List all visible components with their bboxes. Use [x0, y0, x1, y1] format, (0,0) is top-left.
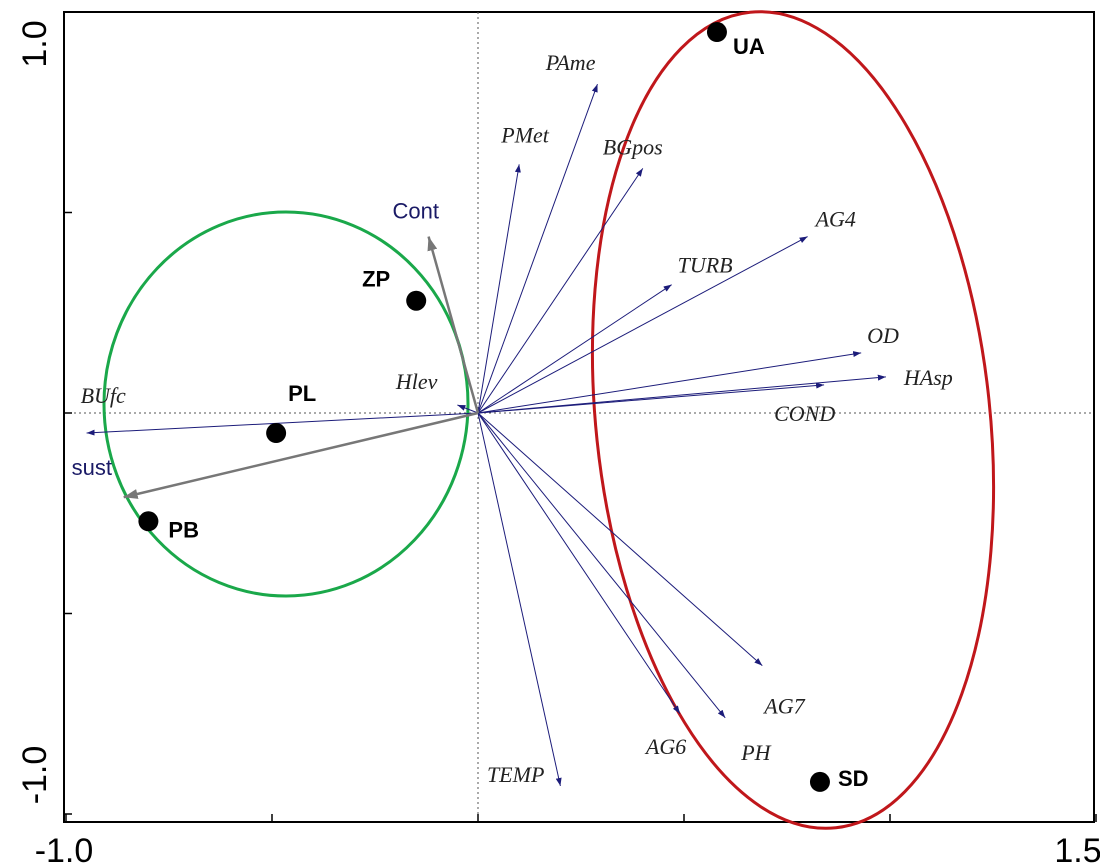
plot-frame [63, 11, 1095, 823]
env-vector-cond [477, 382, 825, 414]
env-vector-label-pmet: PMet [500, 122, 550, 147]
env-vector-pmet [477, 164, 521, 414]
env-vector-label-turb: TURB [678, 253, 733, 278]
env-vector-label-temp: TEMP [487, 762, 544, 787]
group-ellipse-green [102, 210, 470, 598]
site-points: UA ZP PL PB SD [138, 22, 869, 792]
env-vector-turb [477, 284, 672, 414]
env-vector-ph [477, 412, 726, 719]
env-vector-pame [477, 84, 598, 414]
env-vector-ag6 [477, 412, 681, 715]
env-vector-label-ag6: AG6 [644, 734, 686, 759]
env-vector-temp [477, 412, 562, 787]
group-ellipses [102, 10, 996, 830]
site-point-zp [406, 290, 427, 311]
env-vector-label-od: OD [867, 323, 899, 348]
env-vector-ag7 [477, 412, 763, 667]
y-axis-max-label: 1.0 [16, 20, 54, 67]
site-point-sd [809, 771, 830, 792]
site-label-ua: UA [733, 34, 765, 59]
env-vector-bgpos [477, 168, 644, 414]
supp-vector-label-cont: Cont [393, 199, 439, 224]
env-vector-label-hlev: Hlev [395, 369, 438, 394]
env-vector-bufc [86, 412, 479, 436]
site-label-pl: PL [288, 381, 316, 406]
env-vector-label-ag7: AG7 [762, 694, 805, 719]
supp-vector-cont [427, 236, 480, 414]
group-ellipse-red [590, 10, 996, 830]
supplementary-vectors: Cont sust [72, 199, 480, 499]
site-point-pl [266, 423, 287, 444]
x-axis-max-label: 1.5 [1054, 832, 1100, 867]
env-vector-label-ag4: AG4 [814, 207, 856, 232]
site-point-pb [138, 511, 159, 532]
env-vector-label-ph: PH [740, 740, 771, 765]
site-label-zp: ZP [362, 267, 390, 292]
site-label-sd: SD [838, 766, 869, 791]
env-vector-ag4 [477, 236, 808, 414]
supp-vector-label-sust: sust [72, 455, 112, 480]
env-vector-label-bufc: BUfc [81, 383, 126, 408]
y-axis-min-label: -1.0 [16, 746, 54, 805]
env-vector-od [477, 351, 862, 414]
env-vector-label-cond: COND [774, 401, 835, 426]
site-point-ua [706, 22, 727, 43]
env-vector-label-bgpos: BGpos [603, 134, 663, 159]
supp-vector-sust [123, 411, 479, 499]
env-vector-label-pame: PAme [545, 50, 596, 75]
site-label-pb: PB [168, 517, 199, 542]
x-axis-min-label: -1.0 [35, 832, 94, 867]
env-vector-label-hasp: HAsp [903, 365, 953, 390]
env-vector-hlev [457, 404, 479, 414]
axis-ticks [64, 11, 1097, 822]
